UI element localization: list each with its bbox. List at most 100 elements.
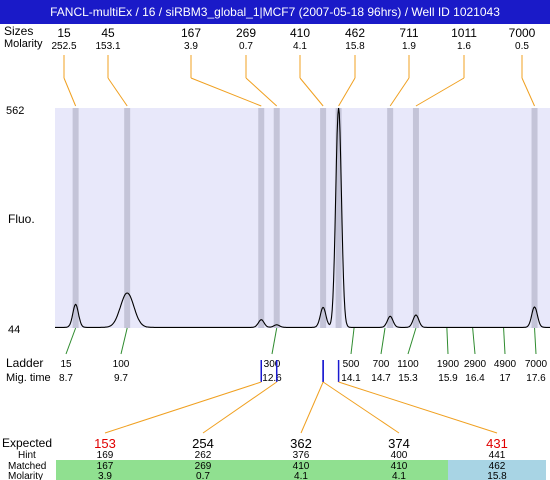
ladder-time-label: 8.7 [59,373,73,384]
ladder-time-label: 17 [499,373,511,384]
ladder-time-label: 17.6 [526,373,546,384]
y-max-tick-label: 562 [6,105,24,117]
peak-band [412,108,419,328]
ladder-time-label: 14.7 [371,373,391,384]
ladder-time-label: 9.7 [114,373,128,384]
ladder-size-label: 7000 [525,359,548,370]
ladder-size-label: 700 [373,359,390,370]
expected-connector [202,381,278,434]
expected-value: 374 [388,436,410,451]
connector-line [63,77,77,107]
matched-value: 410 [391,461,408,472]
peak-size-label: 7000 [509,26,536,40]
ladder-tick [503,327,506,355]
expected-connector [300,381,324,434]
matched-value: 269 [195,461,212,472]
ladder-time-label: 15.9 [438,373,458,384]
peak-band [335,108,342,328]
connector-line [415,77,465,107]
molarity-bottom-label: Molarity [8,471,43,480]
peak-band [124,108,131,328]
ladder-size-label: 15 [60,359,72,370]
mig-time-label: Mig. time [6,372,51,384]
connector-line [245,77,278,107]
matched-value: 462 [489,461,506,472]
matched-molarity-value: 4.1 [294,471,308,480]
connector-line [389,77,410,107]
peak-size-label: 45 [101,26,115,40]
peak-molarity-label: 4.1 [293,41,307,52]
hint-label: Hint [18,450,36,461]
expected-value: 254 [192,436,214,451]
peak-molarity-label: 252.5 [51,41,76,52]
ladder-tick [271,327,278,355]
peak-band [320,108,327,328]
expected-value: 153 [94,436,116,451]
expected-value: 362 [290,436,312,451]
peak-size-label: 410 [290,26,310,40]
peak-band [273,108,280,328]
peak-band [72,108,79,328]
ladder-tick [534,327,537,355]
connector-line [521,77,535,107]
expected-connector [322,381,400,434]
ladder-tick [446,327,449,355]
connector-line [338,77,356,107]
ladder-tick [380,327,386,355]
ladder-size-label: 100 [113,359,130,370]
peak-size-label: 1011 [451,26,477,40]
matched-molarity-value: 0.7 [196,471,210,480]
matched-molarity-value: 3.9 [98,471,112,480]
matched-cell-bg [56,460,154,480]
matched-cell-bg [350,460,448,480]
ladder-tick [472,327,476,355]
peak-molarity-label: 3.9 [184,41,198,52]
peak-size-label: 15 [57,26,71,40]
matched-molarity-value: 15.8 [487,471,507,480]
connector-line [299,77,324,107]
peak-size-label: 167 [181,26,201,40]
matched-molarity-value: 4.1 [392,471,406,480]
peak-molarity-label: 0.5 [515,41,529,52]
peak-molarity-label: 1.9 [402,41,416,52]
ladder-tick [407,327,417,355]
ladder-label: Ladder [6,356,43,370]
connector-line [190,77,262,107]
sizes-label: Sizes [4,24,33,38]
plot-area [55,108,550,328]
peak-size-label: 711 [399,26,418,40]
ladder-size-label: 4900 [494,359,517,370]
ladder-size-label: 500 [343,359,360,370]
fluorescence-trace [55,107,550,328]
hint-value: 376 [293,450,310,461]
ladder-time-label: 16.4 [465,373,485,384]
peak-molarity-label: 0.7 [239,41,253,52]
ladder-size-label: 1900 [437,359,460,370]
fluo-axis-label: Fluo. [8,212,35,226]
matched-cell-bg [448,460,546,480]
y-min-tick-label: 44 [8,324,20,336]
molarity-label: Molarity [4,38,43,50]
expected-label: Expected [2,436,52,450]
ladder-tick [65,327,77,355]
matched-label: Matched [8,461,46,472]
ladder-time-label: 12.6 [262,373,282,384]
ladder-tick [350,327,355,355]
hint-value: 400 [391,450,408,461]
matched-cell-bg [154,460,252,480]
hint-value: 262 [195,450,212,461]
ladder-time-label: 14.1 [341,373,361,384]
ladder-size-label: 1100 [397,359,419,370]
hint-value: 169 [97,450,114,461]
connector-line [107,77,128,107]
peak-band [531,108,538,328]
ladder-tick [120,327,128,355]
expected-value: 431 [486,436,508,451]
peak-size-label: 462 [345,26,365,40]
peak-molarity-label: 15.8 [345,41,365,52]
ladder-time-label: 15.3 [398,373,418,384]
peak-band [258,108,265,328]
matched-cell-bg [252,460,350,480]
